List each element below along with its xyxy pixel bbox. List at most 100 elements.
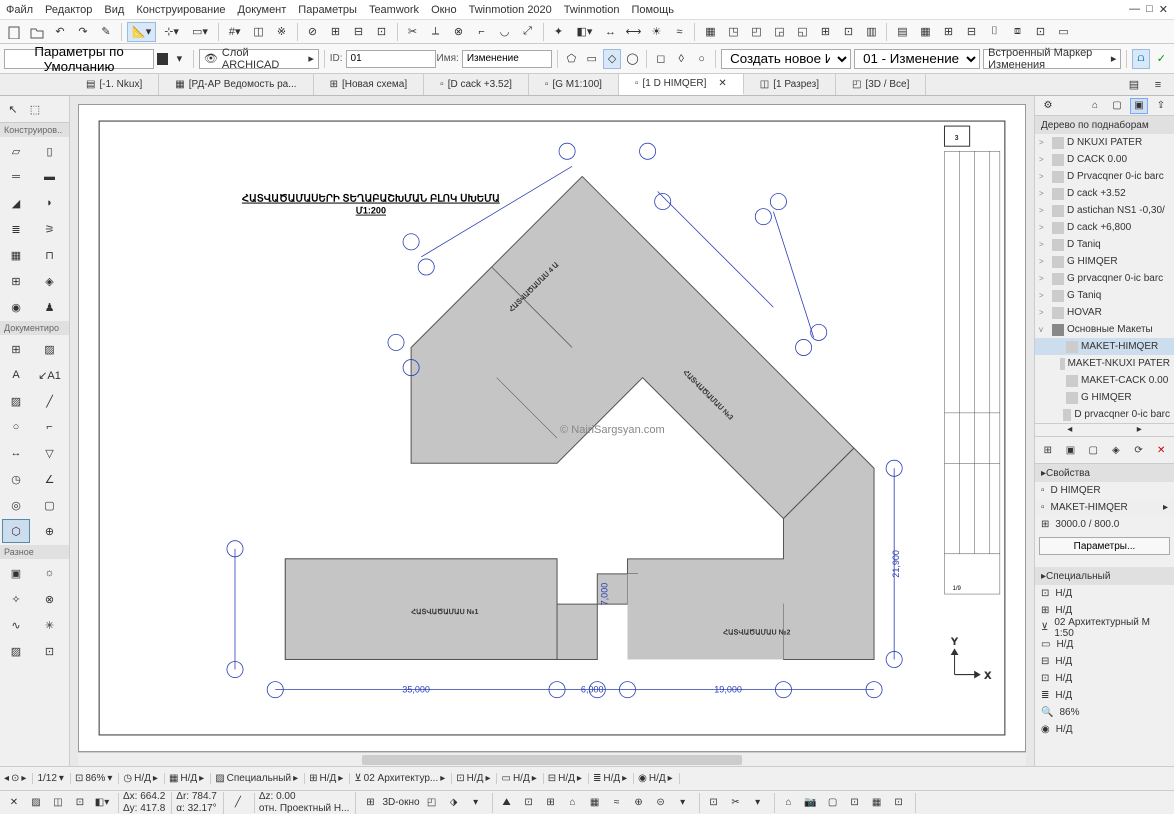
beam-tool[interactable]: ═ [2, 165, 30, 189]
m7-icon[interactable]: ▥ [861, 22, 881, 42]
shape-poly-icon[interactable]: ⬠ [563, 49, 580, 69]
tab-3d[interactable]: ◰ [3D / Все] [836, 74, 926, 95]
sb2-x-icon[interactable]: ✕ [4, 793, 24, 813]
e4-icon[interactable]: ⊟ [961, 22, 981, 42]
worksheet-tool[interactable]: ▢ [36, 493, 64, 517]
ungroup-icon[interactable]: ⊟ [349, 22, 369, 42]
column-tool[interactable]: ▯ [36, 139, 64, 163]
tree-act3-icon[interactable]: ▢ [1083, 440, 1103, 460]
open-icon[interactable] [27, 22, 47, 42]
shell-tool[interactable]: ◗ [36, 191, 64, 215]
menu-window[interactable]: Окно [431, 4, 457, 16]
sun-tool[interactable]: ☼ [36, 561, 64, 585]
tab-close-icon[interactable]: ✕ [718, 78, 726, 89]
sb2-g4-icon[interactable]: ⊡ [845, 793, 865, 813]
menu-help[interactable]: Помощь [631, 4, 674, 16]
layer-combo[interactable]: 👁 Слой ARCHICAD ▸ [199, 49, 319, 69]
text-tool[interactable]: A [2, 363, 30, 387]
grid-dropdown[interactable]: #▾ [224, 22, 246, 42]
sb2-f2-icon[interactable]: ✂ [726, 793, 746, 813]
sb2-g3-icon[interactable]: ▢ [823, 793, 843, 813]
sb2-persp-icon[interactable]: ⬗ [444, 793, 464, 813]
arc-tool[interactable]: ○ [2, 415, 30, 439]
e7-icon[interactable]: ⊡ [1030, 22, 1050, 42]
redo-icon[interactable]: ↷ [73, 22, 93, 42]
menu-view[interactable]: Вид [104, 4, 124, 16]
name-input[interactable] [462, 50, 552, 68]
sb2-e2-icon[interactable]: ⊞ [541, 793, 561, 813]
sb2-c-icon[interactable]: ⊡ [70, 793, 90, 813]
tree-item[interactable]: D prvacqner 0-ic barc [1035, 406, 1174, 423]
maximize-icon[interactable]: □ [1146, 3, 1153, 16]
tree-item[interactable]: >G Taniq [1035, 287, 1174, 304]
angle-tool[interactable]: ∠ [36, 467, 64, 491]
sb2-f3-icon[interactable]: ▾ [748, 793, 768, 813]
sb2-e8-icon[interactable]: ▾ [673, 793, 693, 813]
tree-act1-icon[interactable]: ⊞ [1038, 440, 1058, 460]
e2-icon[interactable]: ▦ [915, 22, 935, 42]
layer-dropdown[interactable]: ▭▾ [187, 22, 213, 42]
sb2-walk-icon[interactable]: ⛰ [497, 793, 517, 813]
morph-tool[interactable]: ◉ [2, 295, 30, 319]
tab-gm[interactable]: ▫ [G M1:100] [529, 74, 619, 95]
fillet-icon[interactable]: ◡ [495, 22, 515, 42]
props-button[interactable]: Параметры... [1039, 537, 1170, 555]
sb2-g6-icon[interactable]: ⊡ [889, 793, 909, 813]
e8-icon[interactable]: ▭ [1053, 22, 1073, 42]
e1-icon[interactable]: ▤ [892, 22, 912, 42]
m6-icon[interactable]: ⊡ [838, 22, 858, 42]
geo1-icon[interactable]: ◻ [652, 49, 669, 69]
marker-ok-icon[interactable]: ✓ [1153, 49, 1170, 69]
tab-cack[interactable]: ▫ [D cack +3.52] [424, 74, 529, 95]
tree-item[interactable]: vОсновные Макеты [1035, 321, 1174, 338]
sb2-3d-icon[interactable]: ⊞ [360, 793, 380, 813]
menu-twinmotion[interactable]: Twinmotion [564, 4, 620, 16]
tab-nav2-icon[interactable]: ≡ [1148, 75, 1168, 95]
geo2-icon[interactable]: ◊ [672, 49, 689, 69]
nav-settings-icon[interactable]: ⚙ [1039, 98, 1057, 114]
sb2-d-icon[interactable]: ◧▾ [92, 793, 112, 813]
tree-act2-icon[interactable]: ▣ [1061, 440, 1081, 460]
e6-icon[interactable]: ⧈ [1007, 22, 1027, 42]
tab-himqer[interactable]: ▫ [1 D HIMQER]✕ [619, 74, 744, 95]
nav-publisher-icon[interactable]: ⇪ [1152, 98, 1170, 114]
hotspot-tool[interactable]: ⊗ [36, 587, 64, 611]
sb2-e7-icon[interactable]: ⊝ [651, 793, 671, 813]
tree-item[interactable]: G HIMQER [1035, 389, 1174, 406]
shape-rect-icon[interactable]: ▭ [583, 49, 600, 69]
sb2-cube-icon[interactable]: ◰ [422, 793, 442, 813]
sb-zoom-down[interactable]: ▾ [107, 773, 112, 784]
sb2-a-icon[interactable]: ▨ [26, 793, 46, 813]
nav-view-icon[interactable]: ▢ [1108, 98, 1126, 114]
drawing-tool[interactable]: ⊡ [36, 639, 64, 663]
menu-teamwork[interactable]: Teamwork [369, 4, 419, 16]
pen-icon[interactable] [157, 53, 168, 65]
create-change-combo[interactable]: Создать новое Изменение [721, 49, 851, 69]
figure-tool[interactable]: ▨ [2, 639, 30, 663]
group-icon[interactable]: ⊞ [326, 22, 346, 42]
render-icon[interactable]: ▦ [700, 22, 720, 42]
slab-tool[interactable]: ▬ [36, 165, 64, 189]
line-tool[interactable]: ╱ [36, 389, 64, 413]
level-tool[interactable]: ▽ [36, 441, 64, 465]
sb2-f1-icon[interactable]: ⊡ [704, 793, 724, 813]
sb2-pen-icon[interactable]: ╱ [228, 793, 248, 813]
tree-item[interactable]: MAKET-NKUXI PATER [1035, 355, 1174, 372]
change-combo[interactable]: 01 - Изменение [854, 49, 980, 69]
nav-layout-icon[interactable]: ▣ [1130, 98, 1148, 114]
label-tool[interactable]: ↙A1 [36, 363, 64, 387]
dim1-icon[interactable]: ↔ [600, 22, 620, 42]
lamp-tool[interactable]: ✧ [2, 587, 30, 611]
tree-item[interactable]: >HOVAR [1035, 304, 1174, 321]
minimize-icon[interactable]: — [1129, 3, 1140, 16]
object-tool[interactable]: ♟ [36, 295, 64, 319]
m1-icon[interactable]: ◳ [723, 22, 743, 42]
tree-del-icon[interactable]: ✕ [1151, 440, 1171, 460]
geo3-icon[interactable]: ○ [693, 49, 710, 69]
sb2-g5-icon[interactable]: ▦ [867, 793, 887, 813]
railing-tool[interactable]: ⚞ [36, 217, 64, 241]
tree-item[interactable]: >D NKUXI PATER [1035, 134, 1174, 151]
ruler-icon[interactable]: ◫ [249, 22, 269, 42]
suspend-icon[interactable]: ⊘ [303, 22, 323, 42]
trace-dropdown[interactable]: ◧▾ [572, 22, 598, 42]
